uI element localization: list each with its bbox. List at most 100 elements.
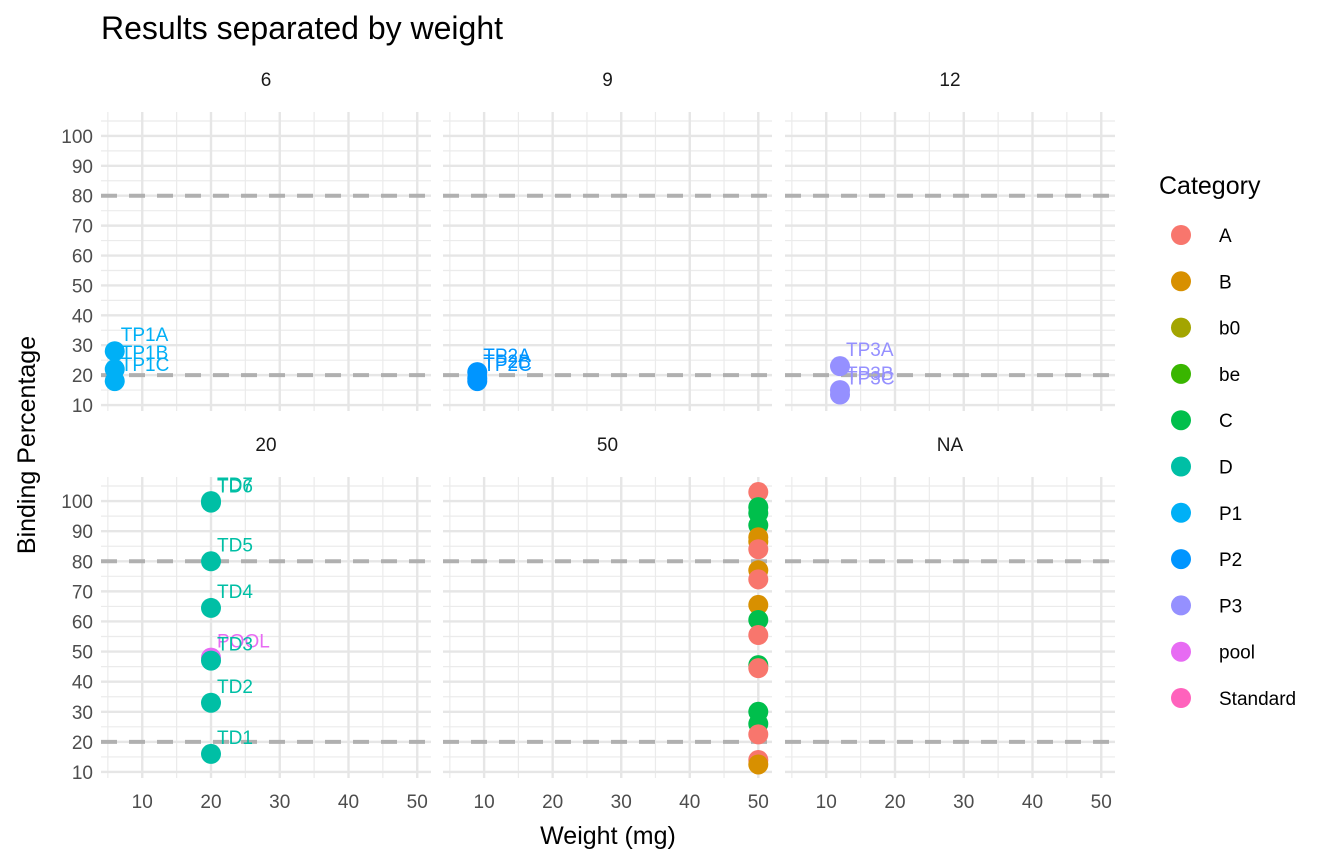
y-tick-label: 40 (72, 306, 93, 327)
legend-label: P1 (1219, 504, 1242, 525)
facet-label: 50 (597, 435, 618, 456)
legend-key (1171, 641, 1191, 662)
y-tick-label: 100 (61, 492, 93, 513)
x-tick-label: 10 (816, 792, 837, 813)
legend-key (1171, 271, 1191, 292)
data-point (748, 658, 769, 679)
facet-label: 6 (261, 70, 272, 91)
legend-label: b0 (1219, 319, 1240, 340)
x-tick-label: 50 (407, 792, 428, 813)
data-point (748, 609, 769, 630)
facet-label: 9 (602, 70, 613, 91)
y-tick-label: 20 (72, 733, 93, 754)
point-label: TP2C (483, 355, 532, 376)
legend-key (1171, 549, 1191, 570)
panel-50: 50 10 20 30 40 50 (443, 435, 772, 813)
y-tick-label: 90 (72, 522, 93, 543)
x-tick-label: 40 (338, 792, 359, 813)
legend-key (1171, 456, 1191, 477)
point-label: TD2 (217, 677, 253, 698)
x-tick-label: 40 (1022, 792, 1043, 813)
y-tick-label: 70 (72, 217, 93, 238)
y-tick-label: 40 (72, 673, 93, 694)
data-point (748, 724, 769, 745)
point-label: TD5 (217, 535, 253, 556)
y-tick-label: 50 (72, 643, 93, 664)
y-tick-label: 10 (72, 396, 93, 417)
legend-key (1171, 225, 1191, 245)
y-tick-label: 30 (72, 336, 93, 357)
facet-label: 12 (939, 70, 960, 91)
y-tick-label: 60 (72, 247, 93, 268)
y-tick-label: 100 (61, 127, 93, 148)
point-label: TP1A (121, 325, 169, 346)
data-point (748, 539, 769, 560)
legend-label: be (1219, 365, 1240, 386)
point-label: TD6 (217, 477, 253, 498)
point-label: TP3B (846, 364, 894, 385)
legend-label: A (1219, 226, 1232, 247)
point-label: POOL (217, 632, 270, 653)
legend-label: D (1219, 458, 1233, 479)
y-tick-label: 80 (72, 187, 93, 208)
data-point (201, 692, 221, 713)
data-point (467, 371, 488, 392)
data-point (830, 356, 850, 377)
data-point (201, 650, 221, 671)
legend: Category A Bb0 be C D P1 P2 P3 pool Standard (1159, 172, 1296, 710)
x-axis-title: Weight (mg) (540, 822, 676, 850)
y-tick-label: 10 (72, 763, 93, 784)
x-tick-label: 50 (748, 792, 769, 813)
legend-label: P3 (1219, 596, 1242, 617)
data-point (830, 384, 850, 405)
facet-label: NA (937, 435, 964, 456)
legend-key (1171, 363, 1191, 384)
data-point (104, 371, 125, 392)
data-point (201, 597, 221, 618)
y-tick-label: 50 (72, 276, 93, 297)
legend-key (1171, 595, 1191, 616)
legend-label: B (1219, 272, 1232, 293)
data-point (748, 569, 769, 590)
point-label: TP2A (483, 346, 531, 367)
data-point (748, 754, 769, 775)
point-label: TP1B (121, 343, 169, 364)
data-point (201, 743, 221, 764)
legend-label: P2 (1219, 550, 1242, 571)
point-label: TD1 (217, 728, 253, 749)
legend-key (1171, 688, 1191, 708)
chart-title: Results separated by weight (101, 10, 503, 46)
point-label: TP2B (483, 352, 531, 373)
x-tick-label: 20 (200, 792, 221, 813)
y-tick-label: 80 (72, 552, 93, 573)
legend-key (1171, 410, 1191, 431)
point-label: TP1C (121, 355, 170, 376)
point-label: TD4 (217, 582, 253, 603)
legend-label: Standard (1219, 689, 1296, 710)
point-label: TD3 (217, 635, 253, 656)
data-point (748, 594, 769, 615)
x-tick-label: 20 (542, 792, 563, 813)
legend-label: C (1219, 411, 1233, 432)
point-label: TD7 (217, 475, 253, 496)
y-tick-label: 70 (72, 582, 93, 603)
x-tick-label: 40 (679, 792, 700, 813)
x-tick-label: 30 (269, 792, 290, 813)
point-label: TP3C (846, 369, 895, 390)
x-tick-label: 30 (611, 792, 632, 813)
data-point (104, 341, 125, 362)
data-point (748, 625, 769, 646)
data-point (201, 491, 221, 512)
legend-label: pool (1219, 643, 1255, 664)
data-point (201, 551, 221, 572)
data-point (748, 482, 769, 503)
y-axis-title: Binding Percentage (13, 336, 41, 554)
y-tick-label: 90 (72, 157, 93, 178)
x-tick-label: 30 (953, 792, 974, 813)
y-tick-label: 30 (72, 703, 93, 724)
